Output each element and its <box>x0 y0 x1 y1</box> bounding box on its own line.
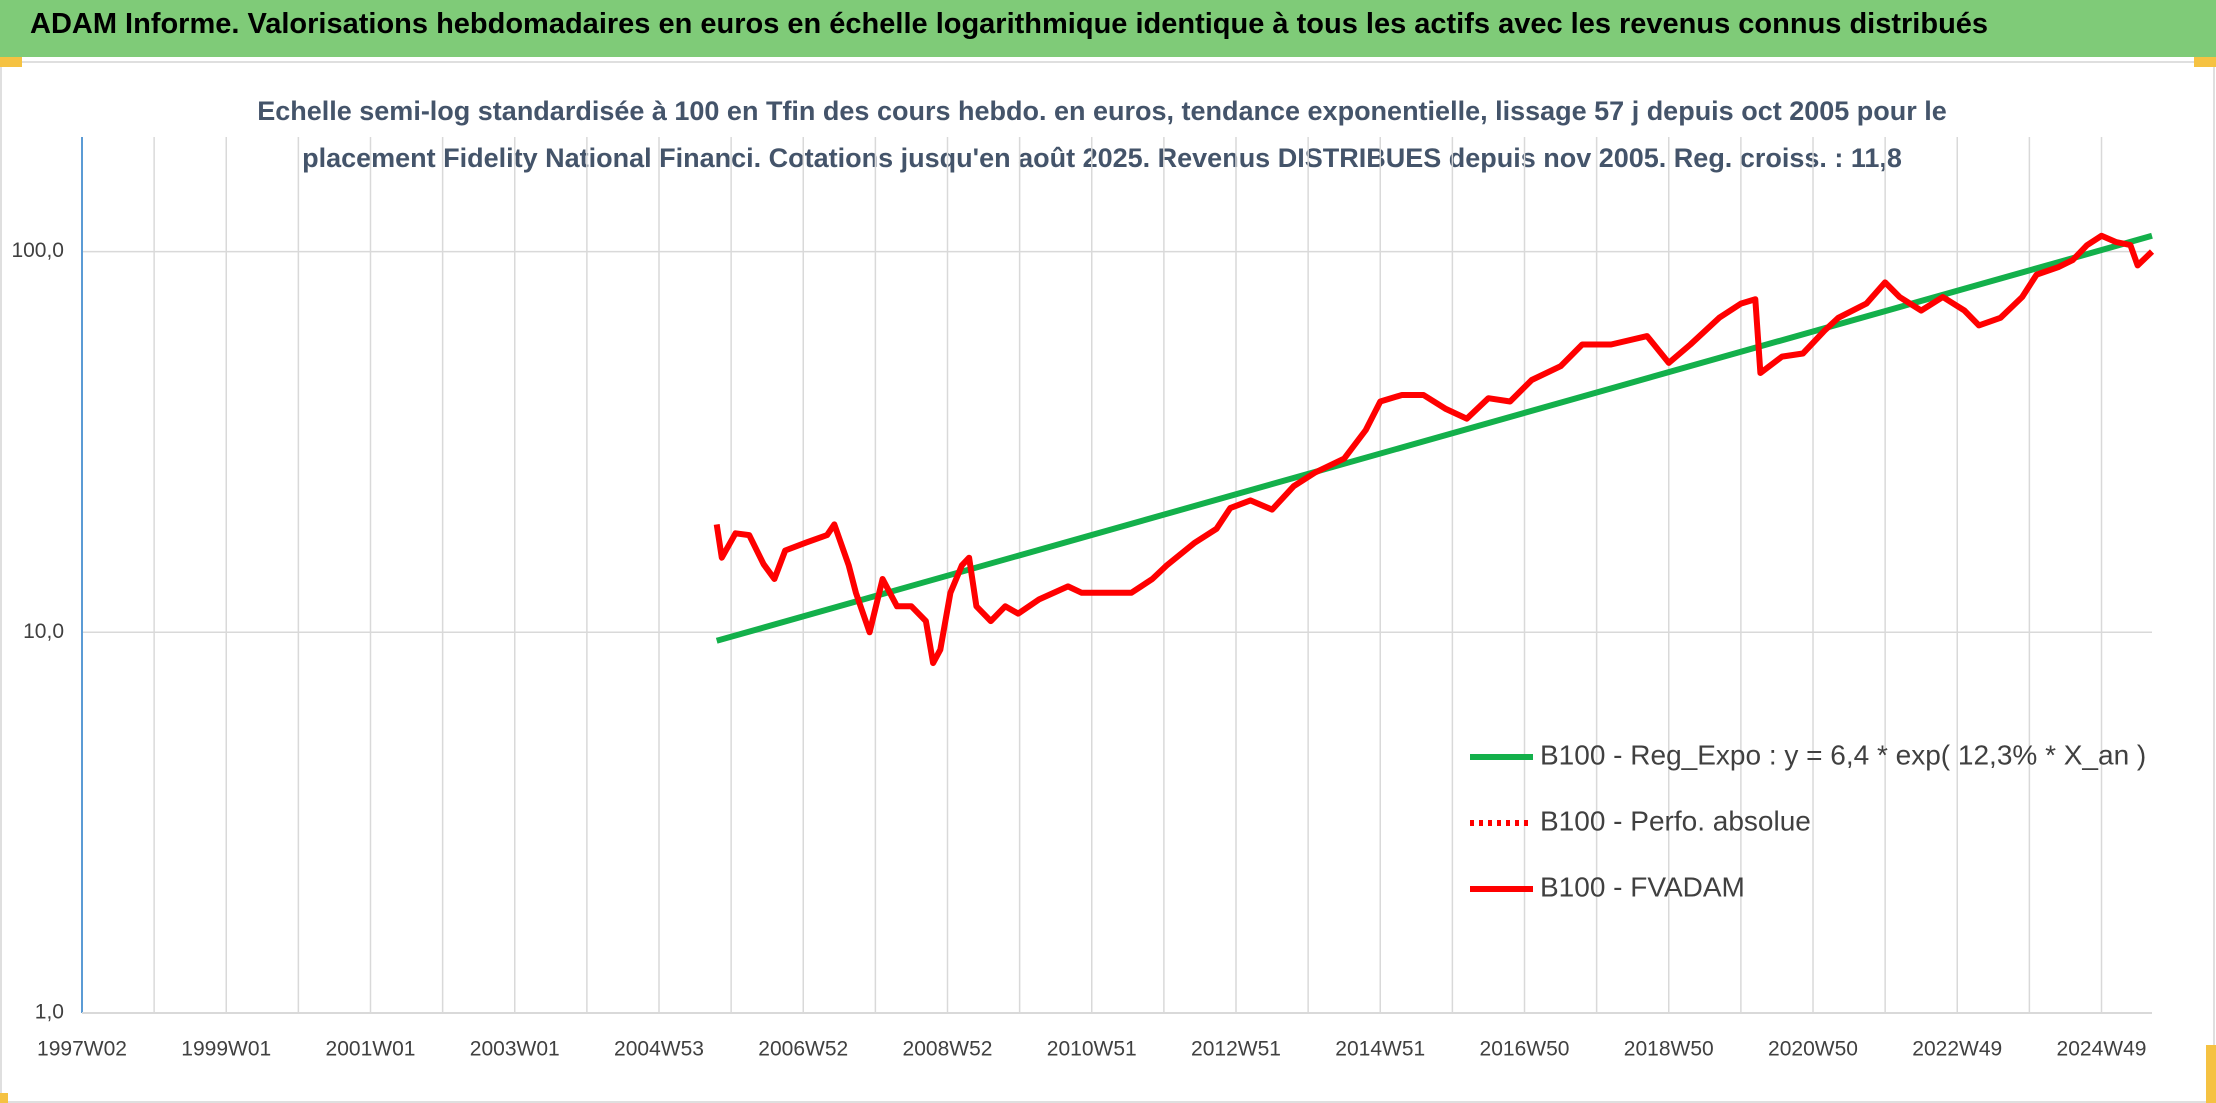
x-tick-label: 2012W51 <box>1191 1038 1281 1061</box>
corner <box>2194 57 2216 67</box>
x-tick-label: 2006W52 <box>758 1038 848 1061</box>
corner <box>2206 1045 2216 1103</box>
x-tick-label: 2020W50 <box>1768 1038 1858 1061</box>
x-tick-label: 2008W52 <box>903 1038 993 1061</box>
x-tick-label: 2010W51 <box>1047 1038 1137 1061</box>
x-tick-label: 2014W51 <box>1335 1038 1425 1061</box>
series-line <box>713 232 2155 667</box>
page-title: ADAM Informe. Valorisations hebdomadaire… <box>30 8 1989 40</box>
x-tick-label: 2003W01 <box>470 1038 560 1061</box>
corner <box>0 1093 8 1103</box>
x-tick-label: 2001W01 <box>326 1038 416 1061</box>
chart-title: Echelle semi-log standardisée à 100 en T… <box>257 96 1947 126</box>
x-tick-label: 1999W01 <box>181 1038 271 1061</box>
corner <box>0 57 22 67</box>
series-line <box>715 232 2153 644</box>
y-tick-label: 10,0 <box>23 620 64 643</box>
y-tick-label: 100,0 <box>11 239 64 262</box>
x-tick-label: 1997W02 <box>37 1038 127 1061</box>
title-bar: ADAM Informe. Valorisations hebdomadaire… <box>0 0 2216 57</box>
x-tick-label: 2018W50 <box>1624 1038 1714 1061</box>
legend-label: B100 - Reg_Expo : y = 6,4 * exp( 12,3% *… <box>1540 739 2146 770</box>
legend-label: B100 - FVADAM <box>1540 871 1745 902</box>
x-tick-label: 2004W53 <box>614 1038 704 1061</box>
y-tick-label: 1,0 <box>35 1001 64 1024</box>
x-tick-label: 2022W49 <box>1912 1038 2002 1061</box>
legend-label: B100 - Perfo. absolue <box>1540 805 1811 836</box>
chart-border <box>0 61 2215 1103</box>
x-tick-label: 2016W50 <box>1480 1038 1570 1061</box>
chart-title: placement Fidelity National Financi. Cot… <box>302 143 1902 173</box>
x-tick-label: 2024W49 <box>2057 1038 2147 1061</box>
